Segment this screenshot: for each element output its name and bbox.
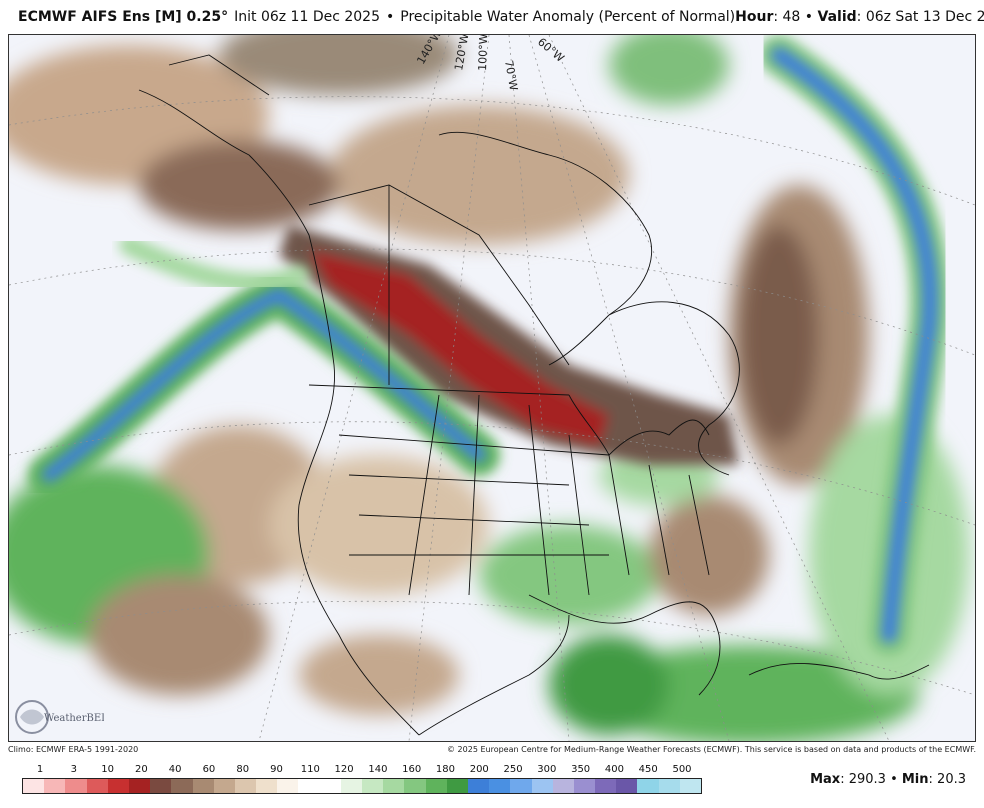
legend-swatch — [404, 779, 426, 793]
legend-swatch — [573, 779, 596, 793]
legend-swatch — [362, 779, 384, 793]
legend-swatch — [86, 779, 108, 793]
anomaly-fields — [9, 35, 969, 741]
lon-label-100w: 100°W — [476, 35, 490, 71]
anomaly-map: 140°W 120°W 100°W 70°W 60°W — [8, 34, 976, 742]
credits-line: Climo: ECMWF ERA-5 1991-2020 © 2025 Euro… — [8, 745, 976, 759]
legend-tick-label: 120 — [334, 764, 354, 775]
legend-swatch — [192, 779, 214, 793]
max-value: : 290.3 — [840, 772, 886, 787]
legend-swatch — [171, 779, 193, 793]
legend-swatch — [256, 779, 278, 793]
color-legend: 1 3 10 20 40 60 80 90 110 120 140 160 180 200 250 300 35… — [22, 762, 702, 796]
legend-tick-label: 140 — [368, 764, 388, 775]
copyright-credit: © 2025 European Centre for Medium-Range … — [447, 745, 976, 754]
legend-tick-label: 400 — [604, 764, 624, 775]
legend-swatch — [107, 779, 129, 793]
legend-swatch — [425, 779, 447, 793]
legend-tick-label: 300 — [537, 764, 557, 775]
legend-tick-label: 1 — [36, 764, 44, 775]
legend-swatch — [679, 779, 701, 793]
header-separator-2: • — [804, 9, 814, 25]
legend-tick-label: 20 — [134, 764, 148, 775]
legend-tick-label: 40 — [168, 764, 182, 775]
legend-swatch — [616, 779, 638, 793]
political-borders — [138, 54, 930, 736]
legend-swatch — [44, 779, 66, 793]
legend-swatch — [234, 779, 257, 793]
logo-text: WeatherBELL — [44, 713, 104, 724]
legend-swatch — [128, 779, 151, 793]
legend-swatch — [213, 779, 235, 793]
legend-swatch — [637, 779, 659, 793]
lon-label-70w: 70°W — [502, 59, 520, 91]
header-separator: • — [386, 9, 395, 25]
model-title: ECMWF AIFS Ens [M] 0.25° — [18, 9, 229, 25]
legend-tick-label: 80 — [236, 764, 250, 775]
product-title: Precipitable Water Anomaly (Percent of N… — [400, 9, 736, 25]
legend-swatch — [340, 779, 362, 793]
legend-swatch — [467, 779, 490, 793]
legend-swatch — [150, 779, 172, 793]
min-value: : 20.3 — [928, 772, 966, 787]
graticule — [9, 35, 975, 741]
legend-tick-label: 180 — [435, 764, 456, 775]
legend-swatch — [277, 779, 299, 793]
valid-value: : 06z Sat 13 Dec 2025 — [856, 9, 984, 25]
min-label: Min — [901, 772, 929, 787]
legend-tick-label: 200 — [469, 764, 489, 775]
legend-swatch — [298, 779, 320, 793]
legend-swatch — [510, 779, 532, 793]
hour-label: Hour — [735, 9, 774, 25]
legend-tick-label: 450 — [638, 764, 658, 775]
legend-swatch — [489, 779, 511, 793]
moist-anomaly-bands — [28, 35, 950, 655]
weatherbell-logo: WeatherBELL — [14, 695, 115, 739]
init-time: Init 06z 11 Dec 2025 — [234, 9, 380, 25]
legend-color-bar — [22, 778, 702, 794]
legend-tick-label: 500 — [672, 764, 692, 775]
header-bar: ECMWF AIFS Ens [M] 0.25° Init 06z 11 Dec… — [0, 0, 984, 34]
legend-labels: 1 3 10 20 40 60 80 90 110 120 140 160 180 200 250 300 35… — [22, 762, 702, 778]
legend-swatch — [383, 779, 405, 793]
legend-swatch — [319, 779, 341, 793]
logo-graphic: WeatherBELL — [15, 700, 115, 734]
legend-tick-label: 160 — [402, 764, 422, 775]
legend-tick-label: 60 — [202, 764, 216, 775]
legend-tick-label: 250 — [503, 764, 523, 775]
field-stats: Max: 290.3 • Min: 20.3 — [810, 772, 966, 787]
legend-swatch — [552, 779, 574, 793]
legend-swatch — [446, 779, 468, 793]
legend-tick-label: 110 — [300, 764, 320, 775]
header-right: Hour: 48 • Valid: 06z Sat 13 Dec 2025 — [735, 9, 984, 25]
legend-swatch — [595, 779, 617, 793]
legend-swatch — [531, 779, 553, 793]
header-left: ECMWF AIFS Ens [M] 0.25° Init 06z 11 Dec… — [18, 9, 735, 25]
legend-swatch — [658, 779, 680, 793]
hour-value: : 48 — [773, 9, 801, 25]
valid-label: Valid — [817, 9, 857, 25]
legend-swatch — [65, 779, 87, 793]
legend-tick-label: 10 — [101, 764, 114, 775]
climo-credit: Climo: ECMWF ERA-5 1991-2020 — [8, 745, 139, 754]
legend-tick-label: 90 — [270, 764, 283, 775]
legend-tick-label: 350 — [571, 764, 591, 775]
legend-tick-label: 3 — [70, 764, 77, 775]
legend-swatch — [23, 779, 45, 793]
max-label: Max — [810, 772, 841, 787]
map-canvas: 140°W 120°W 100°W 70°W 60°W — [9, 35, 975, 741]
dry-anomaly-band — [279, 225, 739, 465]
stats-separator: • — [890, 772, 898, 787]
